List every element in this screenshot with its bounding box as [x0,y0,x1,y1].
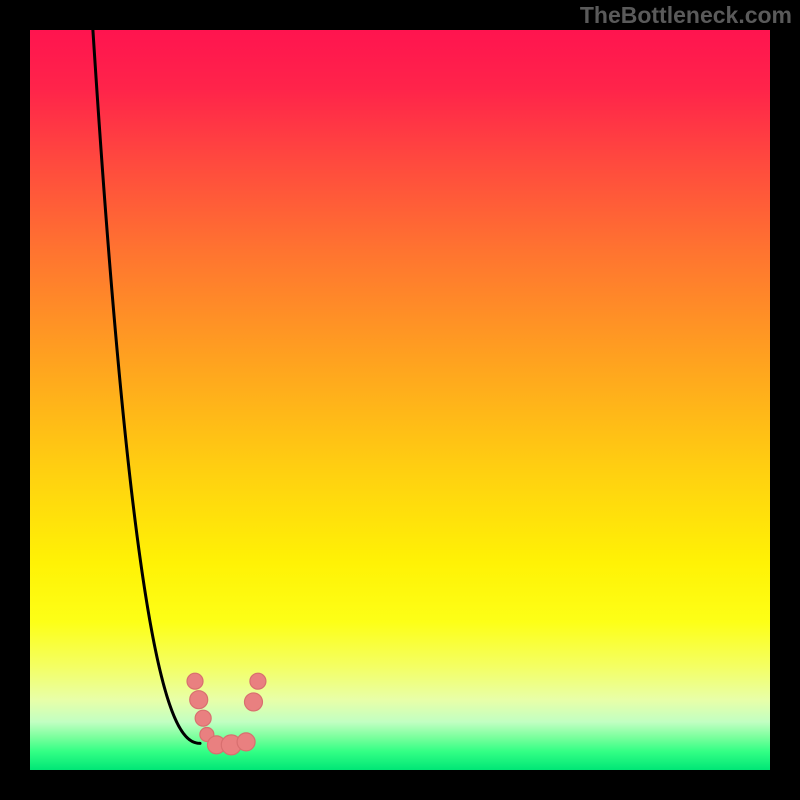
data-marker [190,691,208,709]
bottleneck-chart [0,0,800,800]
data-marker [187,673,203,689]
data-marker [195,710,211,726]
data-marker [250,673,266,689]
chart-container: TheBottleneck.com [0,0,800,800]
data-marker [244,693,262,711]
watermark-text: TheBottleneck.com [580,2,792,29]
data-marker [237,733,255,751]
plot-background [30,30,770,770]
